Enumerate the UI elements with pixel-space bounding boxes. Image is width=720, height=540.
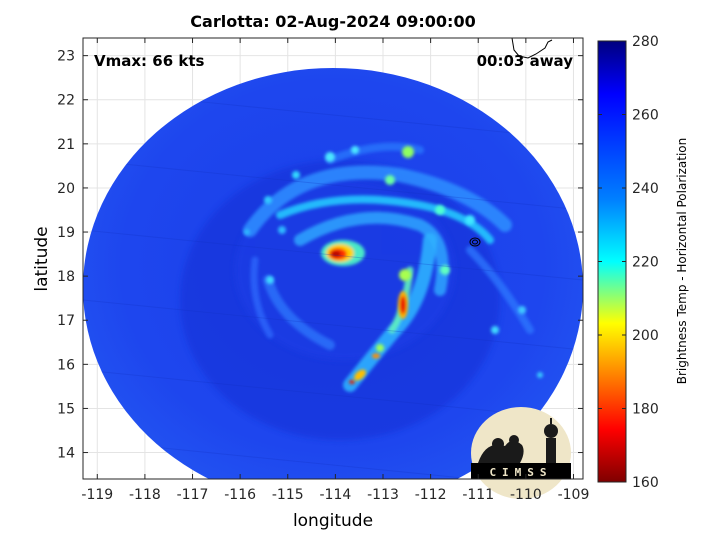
y-axis: 14 15 16 17 18 19 20 21 22 23 — [57, 49, 583, 462]
colorbar-label: Brightness Temp - Horizontal Polarizatio… — [675, 137, 689, 385]
x-axis: -119 -118 -117 -116 -115 -114 -113 -112 -111 -110… — [81, 38, 589, 503]
time-away-label: 00:03 away — [476, 52, 573, 70]
cimss-logo: CIMSS — [471, 407, 571, 499]
x-axis-label: longitude — [292, 511, 374, 531]
colorbar-tick-label: 160 — [632, 475, 659, 491]
y-tick-label: 15 — [57, 401, 75, 417]
y-tick-label: 16 — [57, 357, 75, 373]
vmax-label: Vmax: 66 kts — [94, 52, 205, 70]
y-tick-label: 23 — [57, 49, 75, 65]
y-tick-label: 18 — [57, 269, 75, 285]
logo-text: CIMSS — [489, 466, 552, 479]
y-tick-label: 21 — [57, 137, 75, 153]
x-tick-label: -119 — [81, 487, 113, 503]
colorbar-tick-label: 200 — [632, 328, 659, 344]
colorbar — [597, 40, 627, 483]
x-tick-label: -115 — [272, 487, 304, 503]
axes-frame — [82, 37, 584, 480]
colorbar-tick-label: 280 — [632, 34, 659, 50]
x-tick-label: -113 — [367, 487, 399, 503]
y-tick-label: 17 — [57, 313, 75, 329]
colorbar-tick-label: 240 — [632, 181, 659, 197]
colorbar-ticks: 160 180 200 220 240 260 280 — [598, 34, 659, 491]
y-tick-label: 14 — [57, 446, 75, 462]
coastline — [511, 38, 553, 59]
figure-title: Carlotta: 02-Aug-2024 09:00:00 — [190, 12, 476, 31]
colorbar-tick-label: 220 — [632, 255, 659, 271]
y-axis-label: latitude — [32, 226, 52, 292]
island-contour — [469, 237, 481, 247]
x-tick-label: -109 — [558, 487, 590, 503]
x-tick-label: -118 — [129, 487, 161, 503]
y-tick-label: 22 — [57, 93, 75, 109]
microwave-swath-image — [83, 38, 583, 479]
x-tick-label: -117 — [177, 487, 209, 503]
colorbar-tick-label: 260 — [632, 108, 659, 124]
y-tick-label: 19 — [57, 225, 75, 241]
x-tick-label: -114 — [319, 487, 351, 503]
x-tick-label: -116 — [224, 487, 256, 503]
y-tick-label: 20 — [57, 181, 75, 197]
x-tick-label: -112 — [415, 487, 447, 503]
x-tick-label: -110 — [510, 487, 542, 503]
x-tick-label: -111 — [462, 487, 494, 503]
colorbar-tick-label: 180 — [632, 402, 659, 418]
